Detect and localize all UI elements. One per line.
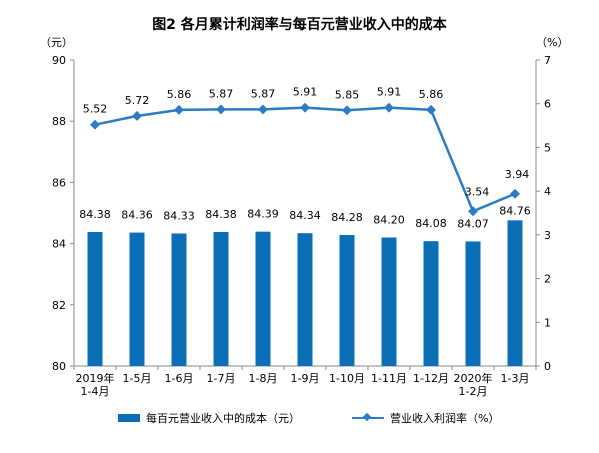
right-tick-label: 4 xyxy=(544,185,551,198)
x-tick-label: 1-10月 xyxy=(329,372,365,385)
right-tick-label: 7 xyxy=(544,54,551,67)
left-tick-label: 80 xyxy=(52,360,66,373)
bar-value-label: 84.38 xyxy=(79,208,111,221)
line-value-label: 5.91 xyxy=(293,86,318,99)
bar xyxy=(213,231,229,366)
x-tick-label: 1-12月 xyxy=(413,372,449,385)
line-value-label: 5.85 xyxy=(335,88,360,101)
legend-bar-item: 每百元营业收入中的成本（元） xyxy=(118,410,300,426)
bar xyxy=(381,237,397,366)
line-point xyxy=(510,188,520,199)
bar xyxy=(507,220,523,366)
x-tick-label: 1-8月 xyxy=(249,372,278,385)
line-value-label: 5.91 xyxy=(377,86,402,99)
chart-title: 图2 各月累计利润率与每百元营业收入中的成本 xyxy=(152,17,447,33)
bar-value-label: 84.20 xyxy=(373,213,405,226)
line-path xyxy=(94,106,516,213)
bar-value-label: 84.33 xyxy=(163,210,195,223)
bar-value-label: 84.28 xyxy=(331,211,363,224)
legend-line-label: 营业收入利润率（%） xyxy=(390,412,500,425)
legend: 每百元营业收入中的成本（元） 营业收入利润率（%） xyxy=(0,408,599,428)
line-point xyxy=(90,119,100,130)
line-point xyxy=(384,102,394,113)
line-value-label: 5.86 xyxy=(167,88,192,101)
right-axis-unit: （%） xyxy=(536,36,568,49)
bar-value-label: 84.08 xyxy=(415,217,447,230)
x-tick-label: 2020年 1-2月 xyxy=(454,371,493,398)
data-labels: 84.38 84.36 84.33 84.38 84.39 84.34 84.28 84.20… xyxy=(79,86,531,231)
bar-value-label: 84.36 xyxy=(121,209,153,222)
x-tick-label: 1-11月 xyxy=(371,372,407,385)
bar-value-label: 84.34 xyxy=(289,209,321,222)
bar xyxy=(171,233,187,366)
line-point xyxy=(216,104,226,115)
line-value-label: 3.54 xyxy=(465,185,490,198)
right-tick-label: 1 xyxy=(544,316,551,329)
bar-value-label: 84.38 xyxy=(205,208,237,221)
bar xyxy=(129,232,145,366)
line-point xyxy=(132,111,142,121)
right-tick-label: 5 xyxy=(544,141,551,154)
bar-value-label: 84.39 xyxy=(247,208,279,221)
legend-bar-swatch xyxy=(118,414,140,422)
legend-line-item: 营业收入利润率（%） xyxy=(352,410,499,426)
x-tick-label: 1-7月 xyxy=(207,372,236,385)
bar-value-label: 84.07 xyxy=(457,217,489,230)
bar-value-label: 84.76 xyxy=(499,204,531,217)
line-point xyxy=(426,104,436,115)
bar xyxy=(423,241,439,366)
left-tick-label: 84 xyxy=(52,238,66,251)
line-point xyxy=(174,104,184,115)
bar xyxy=(465,241,481,366)
right-tick-label: 6 xyxy=(544,98,551,111)
right-tick-label: 0 xyxy=(544,360,551,373)
left-tick-label: 88 xyxy=(52,115,66,128)
line-value-label: 3.94 xyxy=(505,168,530,181)
line-value-label: 5.72 xyxy=(125,94,150,107)
line-point xyxy=(468,206,478,217)
x-tick-label: 1-6月 xyxy=(165,372,194,385)
bar xyxy=(297,233,313,366)
bar xyxy=(339,235,355,366)
legend-bar-label: 每百元营业收入中的成本（元） xyxy=(146,412,300,425)
bar-series xyxy=(87,220,523,366)
left-axis-unit: （元） xyxy=(40,36,73,49)
axes: 80 82 84 86 88 90 0 1 2 3 4 5 6 7 2019年 1-4月 1-5月 1-6月 1-7… xyxy=(52,54,551,398)
line-value-label: 5.87 xyxy=(209,87,234,100)
x-tick-label: 1-9月 xyxy=(291,372,320,385)
bar xyxy=(87,231,103,366)
x-tick-label: 1-3月 xyxy=(501,372,530,385)
right-tick-label: 3 xyxy=(544,229,551,242)
line-point xyxy=(342,105,352,116)
x-tick-label: 1-5月 xyxy=(123,372,152,385)
left-tick-label: 86 xyxy=(52,176,66,189)
right-tick-label: 2 xyxy=(544,273,551,286)
line-series xyxy=(90,102,520,217)
legend-line-swatch xyxy=(352,413,384,422)
line-value-label: 5.87 xyxy=(251,87,276,100)
line-value-label: 5.52 xyxy=(83,103,108,116)
line-point xyxy=(258,104,268,115)
left-tick-label: 90 xyxy=(52,54,66,67)
left-tick-label: 82 xyxy=(52,299,66,312)
bar xyxy=(255,231,271,366)
line-value-label: 5.86 xyxy=(419,88,444,101)
line-point xyxy=(300,102,310,113)
x-tick-label: 2019年 1-4月 xyxy=(76,371,115,398)
